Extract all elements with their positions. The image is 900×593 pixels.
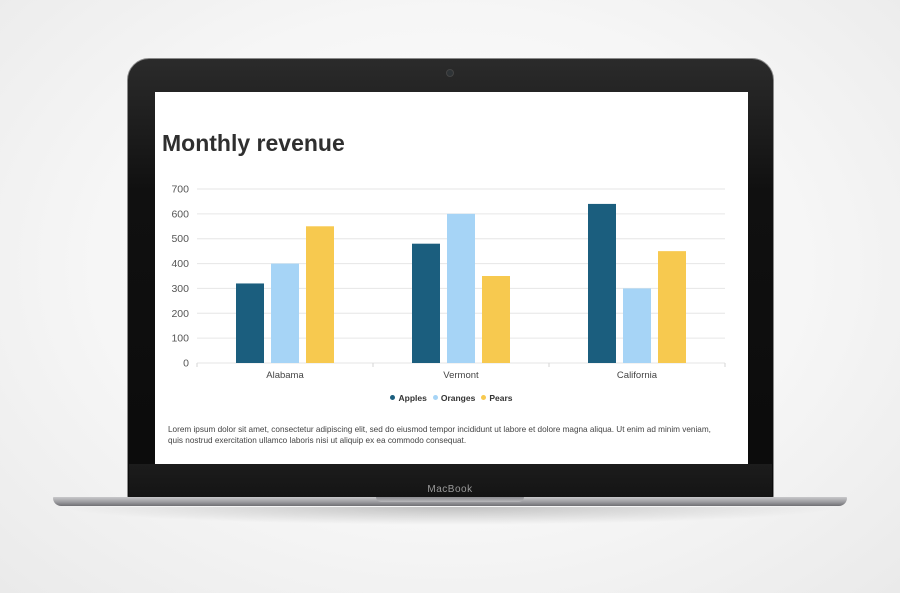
bar-chart: 0 100 200 300 400 500 600 700 Alabama Vermont Cali…	[171, 184, 726, 381]
x-category-label: California	[617, 370, 658, 381]
camera-icon	[446, 69, 454, 77]
y-tick-label: 500	[171, 233, 189, 245]
x-category-label: Alabama	[266, 370, 304, 381]
body-paragraph: Lorem ipsum dolor sit amet, consectetur …	[168, 425, 711, 445]
y-tick-label: 700	[171, 184, 189, 196]
bar-oranges-alabama	[271, 263, 299, 363]
y-tick-label: 100	[171, 333, 189, 345]
bar-pears-alabama	[306, 226, 334, 363]
laptop-chin	[129, 464, 772, 498]
legend-swatch	[432, 395, 438, 401]
legend-swatch	[481, 395, 487, 401]
legend-label: Oranges	[440, 393, 476, 403]
legend-item: Apples	[390, 393, 427, 403]
bar-apples-california	[588, 203, 616, 363]
laptop-shadow	[60, 507, 840, 525]
bar-oranges-california	[623, 288, 651, 363]
bar-pears-california	[658, 251, 686, 363]
laptop-screen: Monthly revenue 0 100 200 300 400 500 600 700 Al…	[155, 92, 748, 464]
bar-pears-vermont	[482, 276, 510, 363]
y-tick-label: 300	[171, 283, 189, 295]
bar-apples-vermont	[412, 243, 440, 363]
bar-oranges-vermont	[447, 213, 475, 363]
y-tick-label: 400	[171, 258, 189, 270]
brand-label: MacBook	[427, 484, 473, 495]
legend-item: Oranges	[432, 393, 476, 403]
y-tick-label: 0	[183, 358, 189, 370]
chart-legend: Apples Oranges Pears	[155, 393, 748, 403]
page-title: Monthly revenue	[162, 130, 345, 156]
legend-label: Apples	[398, 393, 427, 403]
x-category-label: Vermont	[443, 370, 479, 381]
laptop-opening-notch	[376, 497, 524, 502]
y-tick-label: 200	[171, 308, 189, 320]
bar-apples-alabama	[236, 283, 264, 363]
legend-label: Pears	[489, 393, 513, 403]
legend-item: Pears	[481, 393, 513, 403]
y-tick-label: 600	[171, 208, 189, 220]
legend-swatch	[390, 395, 396, 401]
